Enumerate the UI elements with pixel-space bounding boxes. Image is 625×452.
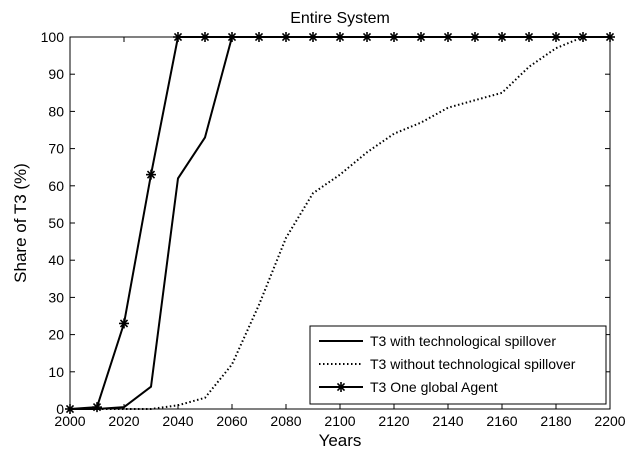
asterisk-marker [551, 32, 561, 42]
y-tick-label: 20 [48, 327, 64, 343]
asterisk-marker [65, 404, 75, 414]
y-tick-label: 100 [41, 29, 65, 45]
y-tick-label: 80 [48, 103, 64, 119]
asterisk-marker [335, 32, 345, 42]
legend-item: T3 One global Agent [319, 379, 498, 395]
series-layer [65, 32, 615, 414]
asterisk-marker [578, 32, 588, 42]
y-axis-label: Share of T3 (%) [11, 163, 30, 283]
asterisk-marker [443, 32, 453, 42]
y-tick-label: 0 [56, 401, 64, 417]
asterisk-marker [336, 382, 346, 392]
asterisk-marker [200, 32, 210, 42]
asterisk-marker [308, 32, 318, 42]
x-tick-label: 2120 [378, 413, 409, 429]
x-tick-label: 2020 [108, 413, 139, 429]
y-tick-label: 90 [48, 66, 64, 82]
x-tick-label: 2040 [162, 413, 193, 429]
legend: T3 with technological spillover T3 withou… [309, 325, 607, 405]
asterisk-marker [173, 32, 183, 42]
asterisk-marker [281, 32, 291, 42]
legend-label: T3 One global Agent [370, 379, 498, 395]
y-tick-label: 70 [48, 141, 64, 157]
asterisk-marker [119, 318, 129, 329]
x-tick-label: 2000 [54, 413, 85, 429]
asterisk-marker [605, 32, 615, 42]
y-tick-label: 50 [48, 215, 64, 231]
legend-item: T3 without technological spillover [319, 356, 576, 372]
x-tick-label: 2180 [540, 413, 571, 429]
y-tick-label: 40 [48, 252, 64, 268]
legend-label: T3 with technological spillover [370, 333, 556, 349]
y-tick-label: 10 [48, 364, 64, 380]
asterisk-marker [389, 32, 399, 42]
legend-item: T3 with technological spillover [319, 333, 556, 349]
x-tick-label: 2200 [594, 413, 625, 429]
x-tick-label: 2080 [270, 413, 301, 429]
x-tick-label: 2140 [432, 413, 463, 429]
x-axis-label: Years [319, 431, 362, 450]
asterisk-marker [416, 32, 426, 42]
x-tick-label: 2100 [324, 413, 355, 429]
chart-title: Entire System [290, 10, 390, 27]
asterisk-marker [92, 402, 102, 413]
asterisk-marker [497, 32, 507, 42]
x-tick-label: 2060 [216, 413, 247, 429]
axis-ticks: 2000 2020 2040 2060 2080 2100 2120 2140 2160 2180… [41, 29, 625, 429]
series-3 [65, 32, 615, 414]
asterisk-marker [470, 32, 480, 42]
asterisk-marker [524, 32, 534, 42]
asterisk-marker [362, 32, 372, 42]
asterisk-marker [254, 32, 264, 42]
x-tick-label: 2160 [486, 413, 517, 429]
asterisk-marker [227, 32, 237, 42]
y-tick-label: 30 [48, 289, 64, 305]
legend-label: T3 without technological spillover [370, 356, 576, 372]
asterisk-marker [146, 169, 156, 180]
y-tick-label: 60 [48, 178, 64, 194]
